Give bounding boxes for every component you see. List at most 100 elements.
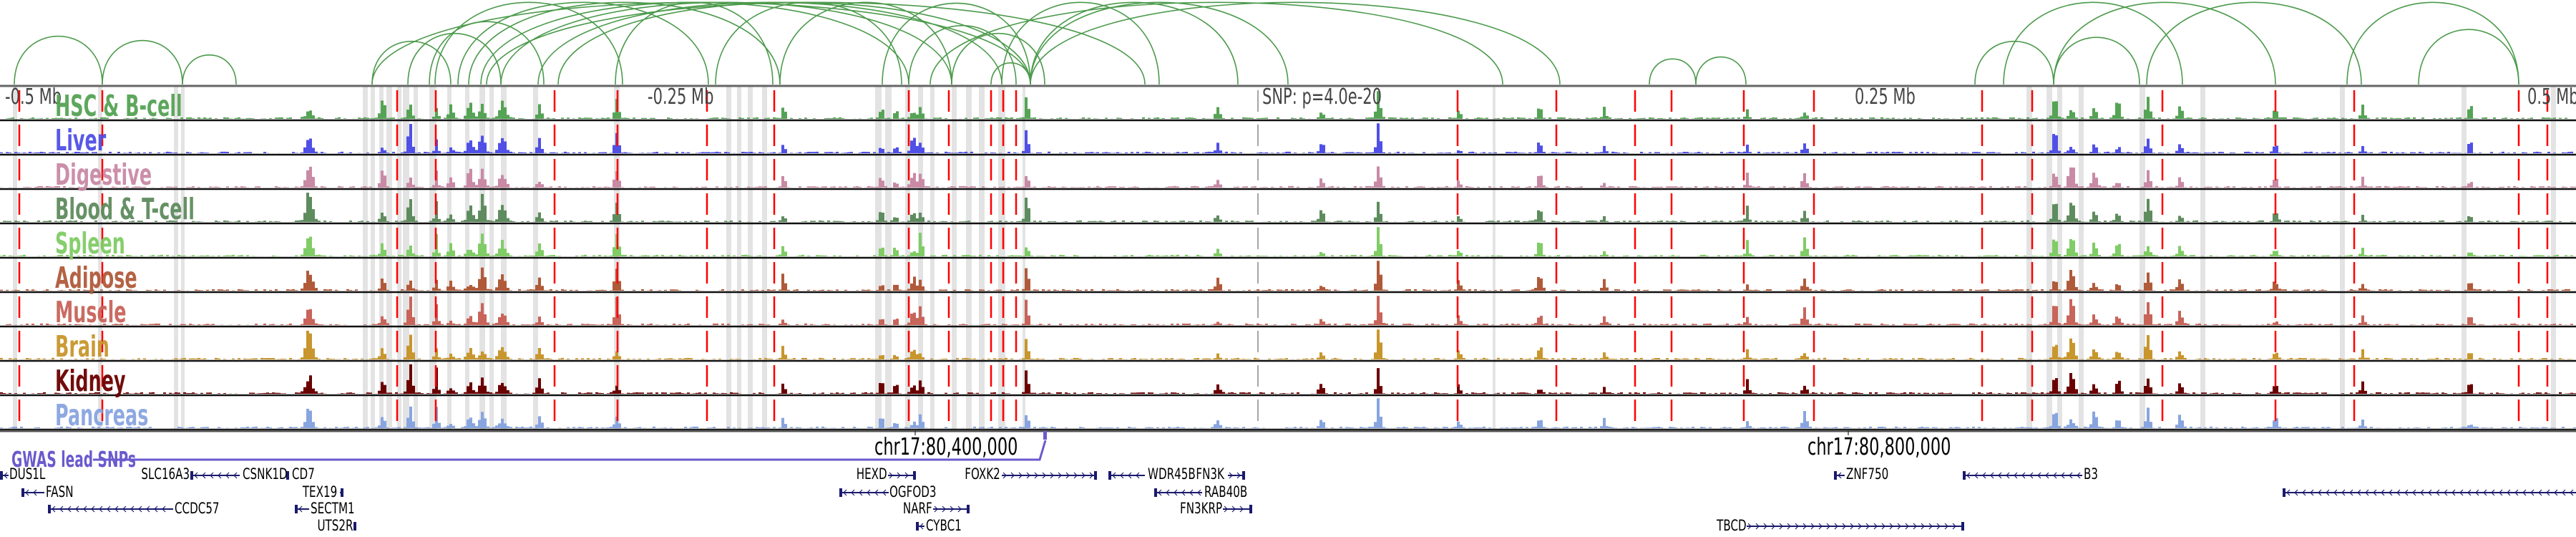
strand-arrow bbox=[162, 505, 166, 513]
gene-label[interactable]: CSNK1D bbox=[243, 465, 288, 483]
strand-arrow bbox=[146, 505, 150, 513]
loop-arc bbox=[102, 39, 183, 85]
strand-arrow bbox=[233, 472, 238, 479]
strand-arrow bbox=[1010, 472, 1015, 479]
gene-label[interactable]: CCDC57 bbox=[175, 500, 220, 517]
loop-arc bbox=[930, 1, 1503, 85]
strand-arrow bbox=[1998, 472, 2002, 479]
strand-arrow bbox=[1795, 523, 1799, 530]
loop-arc bbox=[457, 1, 709, 85]
gene-label[interactable]: ZNF750 bbox=[1846, 465, 1889, 483]
strand-arrow bbox=[851, 489, 855, 496]
strand-arrow bbox=[2483, 489, 2487, 496]
gene-label[interactable]: FASN bbox=[46, 483, 74, 500]
strand-arrow bbox=[2310, 489, 2314, 496]
gene-label[interactable]: SLC16A3 bbox=[141, 465, 190, 483]
track-label: HSC & B-cell bbox=[55, 89, 182, 123]
strand-arrow bbox=[1120, 472, 1124, 479]
strand-arrow bbox=[1229, 472, 1233, 479]
gene-label[interactable]: RAB40B bbox=[1204, 483, 1248, 500]
strand-arrow bbox=[2467, 489, 2472, 496]
strand-arrow bbox=[2053, 472, 2057, 479]
exon bbox=[1249, 505, 1252, 513]
strand-arrow bbox=[2444, 489, 2448, 496]
strand-arrow bbox=[59, 505, 64, 513]
strand-arrow bbox=[33, 489, 37, 496]
strand-arrow bbox=[1058, 472, 1062, 479]
strand-arrow bbox=[2069, 472, 2073, 479]
strand-arrow bbox=[1952, 523, 1956, 530]
strand-arrow bbox=[2302, 489, 2306, 496]
loop-arc bbox=[1974, 41, 2054, 85]
exon bbox=[21, 488, 24, 497]
strand-arrow bbox=[1231, 505, 1236, 513]
strand-arrow bbox=[1239, 505, 1244, 513]
strand-arrow bbox=[2404, 489, 2409, 496]
strand-arrow bbox=[1889, 523, 1893, 530]
gene-label[interactable]: B3 bbox=[2084, 465, 2099, 483]
strand-arrow bbox=[2475, 489, 2479, 496]
strand-arrow bbox=[882, 489, 887, 496]
exon bbox=[353, 522, 356, 531]
gwas-lead-snp-link bbox=[93, 440, 1047, 461]
strand-arrow bbox=[2389, 489, 2393, 496]
strand-arrow bbox=[2326, 489, 2330, 496]
exon bbox=[0, 471, 3, 480]
loop-arc bbox=[434, 1, 623, 85]
track-label: Kidney bbox=[55, 364, 126, 398]
strand-arrow bbox=[942, 505, 946, 513]
track-label: Pancreas bbox=[55, 398, 149, 432]
loop-arc bbox=[2146, 1, 2362, 85]
gene-label[interactable]: DUS1L bbox=[9, 465, 46, 483]
ruler-tick-label: -0.25 Mb bbox=[648, 84, 714, 110]
loop-arc bbox=[14, 35, 103, 85]
strand-arrow bbox=[2029, 472, 2034, 479]
loop-arc bbox=[468, 1, 781, 85]
strand-arrow bbox=[210, 472, 214, 479]
gene-label[interactable]: FN3K bbox=[1196, 465, 1224, 483]
strand-arrow bbox=[1838, 472, 1842, 479]
strand-arrow bbox=[1990, 472, 1994, 479]
strand-arrow bbox=[67, 505, 72, 513]
strand-arrow bbox=[1826, 523, 1830, 530]
exon bbox=[2283, 488, 2285, 497]
strand-arrow bbox=[889, 472, 893, 479]
strand-arrow bbox=[1174, 489, 1178, 496]
gene-label[interactable]: WDR45B bbox=[1148, 465, 1196, 483]
strand-arrow bbox=[2420, 489, 2424, 496]
strand-arrow bbox=[1112, 472, 1116, 479]
gene-label[interactable]: TEX19 bbox=[302, 483, 337, 500]
loop-arc bbox=[1695, 56, 1747, 85]
gene-label[interactable]: FOXK2 bbox=[965, 465, 1000, 483]
strand-arrow bbox=[1128, 472, 1132, 479]
loop-arc bbox=[1030, 1, 1239, 85]
gene-label[interactable]: OGFOD3 bbox=[889, 483, 937, 500]
strand-arrow bbox=[298, 505, 303, 513]
gene-label[interactable]: SECTM1 bbox=[311, 500, 355, 517]
loop-arc bbox=[486, 1, 1146, 85]
gene-label[interactable]: CYBC1 bbox=[926, 517, 962, 534]
loop-arc bbox=[2003, 1, 2183, 85]
strand-arrow bbox=[2365, 489, 2369, 496]
strand-arrow bbox=[950, 505, 954, 513]
gene-label[interactable]: UTS2R bbox=[316, 517, 353, 534]
strand-arrow bbox=[2333, 489, 2338, 496]
gene-label[interactable]: CD7 bbox=[292, 465, 315, 483]
gene-label[interactable]: NARF bbox=[903, 500, 932, 517]
track-label: Blood & T-cell bbox=[55, 192, 195, 226]
exon bbox=[1963, 471, 1966, 480]
strand-arrow bbox=[2349, 489, 2353, 496]
strand-arrow bbox=[1034, 472, 1038, 479]
strand-arrow bbox=[83, 505, 87, 513]
gene-label[interactable]: TBCD bbox=[1717, 517, 1747, 534]
strand-arrow bbox=[138, 505, 142, 513]
gene-label[interactable]: FN3KRP bbox=[1179, 500, 1222, 517]
strand-arrow bbox=[1026, 472, 1030, 479]
strand-arrow bbox=[1755, 523, 1760, 530]
exon bbox=[190, 471, 193, 480]
strand-arrow bbox=[1974, 472, 1979, 479]
track-label: Adipose bbox=[55, 261, 137, 295]
gene-label[interactable]: HEXD bbox=[857, 465, 887, 483]
strand-arrow bbox=[1197, 489, 1201, 496]
strand-arrow bbox=[2077, 472, 2081, 479]
